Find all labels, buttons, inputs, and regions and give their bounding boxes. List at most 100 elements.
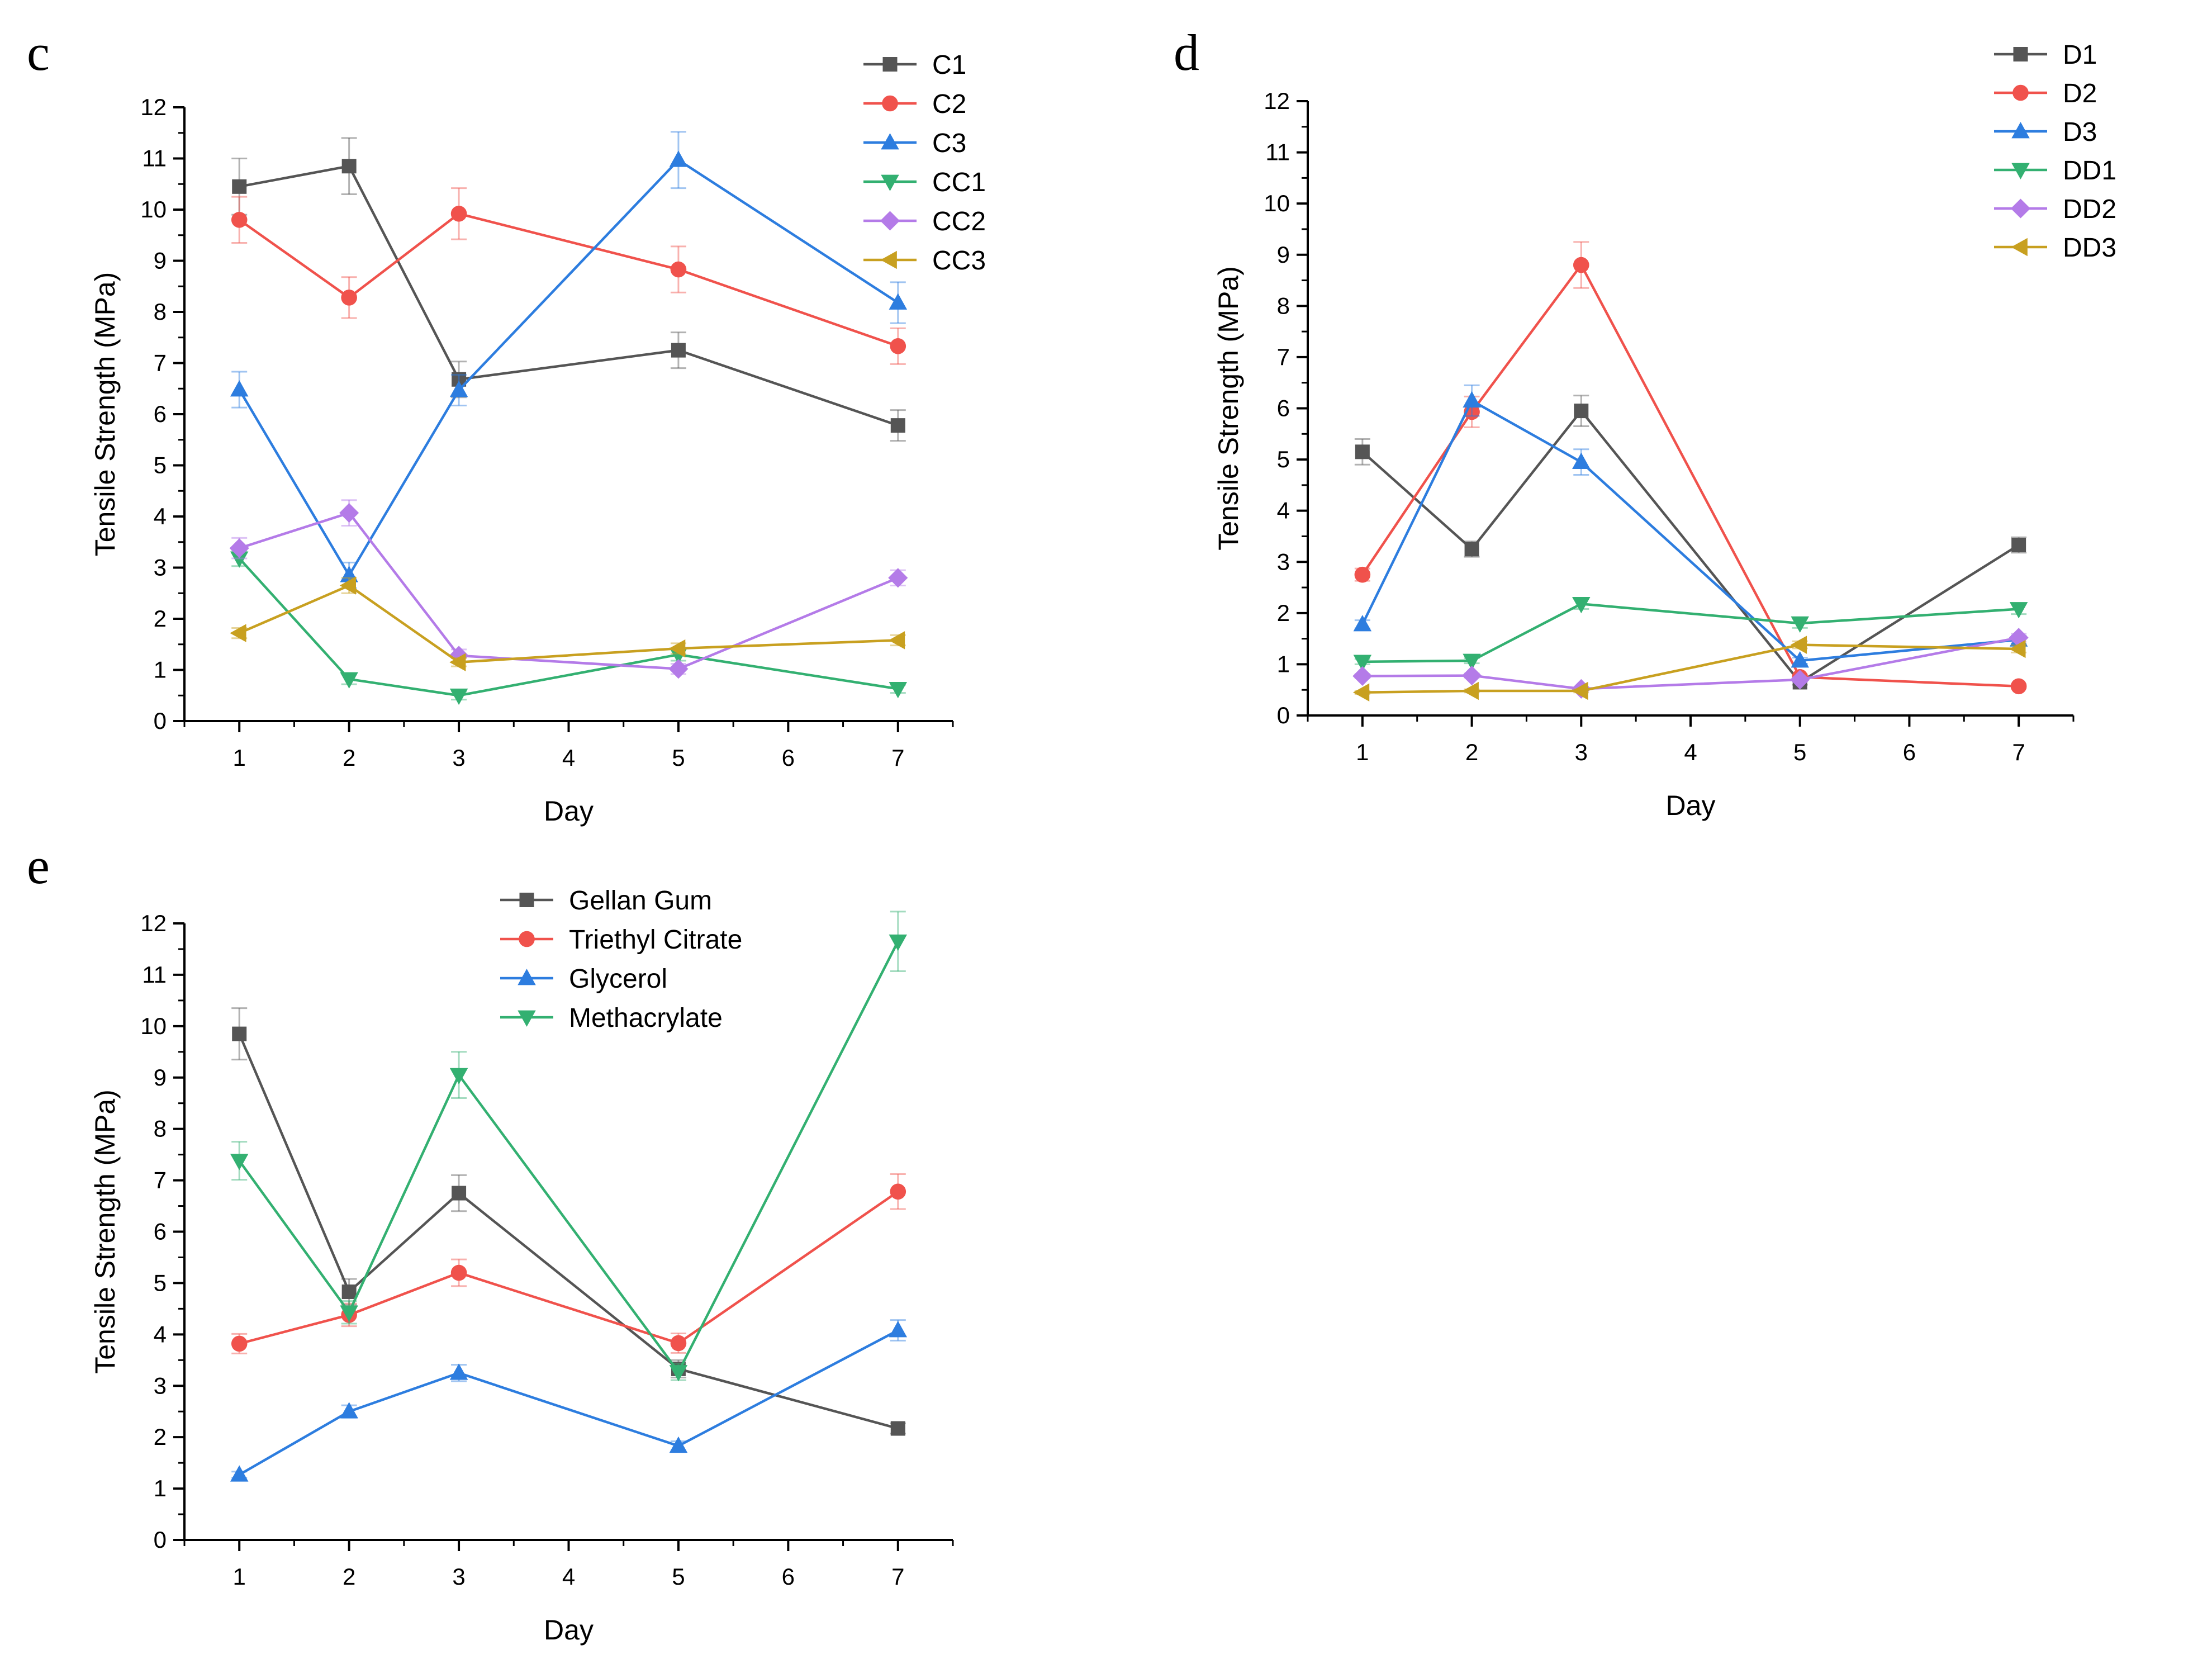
data-point [1354, 566, 1371, 583]
y-tick-label: 9 [154, 1064, 167, 1091]
y-tick-label: 12 [140, 94, 167, 120]
y-tick-label: 2 [154, 1424, 167, 1450]
data-point [449, 646, 469, 666]
series-line [239, 584, 898, 664]
series-glycerol [230, 1319, 908, 1482]
series-cc2 [229, 499, 908, 679]
legend-label: D1 [2063, 40, 2097, 70]
data-point [341, 1284, 357, 1300]
x-tick-label: 5 [672, 745, 685, 771]
data-point [1462, 681, 1479, 700]
legend-label: Triethyl Citrate [569, 925, 742, 955]
data-point [890, 1421, 905, 1436]
legend: C1 C2 C3 CC1 CC2 CC3 [863, 50, 986, 276]
data-point [232, 1026, 247, 1041]
series-cc3 [230, 576, 906, 672]
data-point [668, 659, 689, 679]
data-point [2009, 602, 2028, 619]
y-tick-label: 7 [154, 1167, 167, 1193]
data-point [340, 672, 358, 689]
y-tick-label: 0 [154, 1527, 167, 1553]
series-line [238, 158, 899, 577]
data-point [229, 538, 249, 558]
x-tick-label: 2 [343, 1563, 355, 1590]
x-tick-label: 7 [891, 1563, 904, 1590]
legend-label: Glycerol [569, 964, 667, 994]
panel-letter: e [27, 837, 50, 894]
x-tick-label: 3 [1575, 739, 1588, 765]
x-tick-label: 2 [1465, 739, 1478, 765]
series-line [238, 557, 899, 697]
y-tick-label: 3 [154, 554, 167, 581]
data-point [888, 631, 905, 650]
data-point [1790, 670, 1810, 690]
legend-label: C1 [932, 50, 966, 80]
data-point [449, 653, 466, 672]
legend-marker [882, 95, 898, 112]
x-tick-label: 1 [233, 1563, 246, 1590]
series-d1 [1354, 395, 2027, 690]
legend-label: CC2 [932, 207, 986, 236]
data-point [1573, 257, 1589, 273]
data-point [670, 1335, 687, 1352]
data-point [889, 682, 908, 699]
series-line [1361, 399, 2019, 662]
y-tick-label: 5 [1277, 446, 1290, 472]
y-tick-label: 1 [154, 1475, 167, 1501]
data-point [2009, 639, 2026, 658]
series-line [239, 164, 899, 427]
series-methacrylate [230, 911, 908, 1382]
y-tick-label: 4 [154, 1321, 167, 1347]
legend-marker [880, 211, 900, 231]
legend-label: D2 [2063, 79, 2097, 108]
data-point [888, 568, 908, 588]
legend-marker [519, 931, 535, 947]
data-point [1572, 596, 1591, 614]
y-tick-label: 11 [1265, 139, 1290, 165]
y-tick-label: 1 [1277, 651, 1290, 677]
legend-marker [2011, 122, 2030, 139]
series-d2 [1354, 241, 2027, 695]
legend-label: Gellan Gum [569, 886, 712, 916]
data-point [1353, 655, 1372, 671]
data-point [1352, 666, 1373, 686]
y-tick-label: 12 [1264, 88, 1290, 114]
series-c3 [230, 131, 908, 589]
y-tick-label: 10 [140, 196, 167, 222]
data-point [1463, 391, 1481, 408]
y-tick-label: 7 [1277, 344, 1290, 370]
data-point [670, 261, 687, 278]
legend-label: CC3 [932, 246, 986, 276]
series-d3 [1353, 384, 2028, 668]
y-tick-label: 6 [154, 401, 167, 427]
y-tick-label: 4 [154, 503, 167, 529]
data-point [231, 212, 248, 228]
legend-marker [2012, 84, 2029, 101]
data-point [1791, 651, 1809, 668]
data-point [1572, 452, 1591, 470]
data-point [2009, 628, 2029, 648]
series-line [1362, 603, 2019, 663]
legend-marker [518, 969, 536, 985]
data-point [339, 576, 356, 595]
data-point [669, 1365, 688, 1382]
data-point [450, 206, 467, 222]
y-tick-label: 8 [1277, 292, 1290, 319]
legend-marker [880, 250, 897, 269]
y-tick-label: 9 [1277, 241, 1290, 268]
y-tick-label: 11 [142, 961, 167, 988]
series-cc1 [230, 549, 908, 705]
legend-marker [2011, 163, 2030, 179]
data-point [889, 293, 908, 310]
series-line [1361, 409, 2020, 684]
x-tick-label: 1 [233, 745, 246, 771]
y-tick-label: 5 [154, 1269, 167, 1296]
data-point [1355, 444, 1370, 459]
y-tick-label: 10 [1264, 190, 1290, 216]
data-point [1572, 681, 1588, 700]
y-tick-label: 7 [154, 350, 167, 376]
y-tick-label: 4 [1277, 497, 1290, 524]
y-tick-label: 2 [154, 605, 167, 632]
data-point [2010, 678, 2027, 695]
